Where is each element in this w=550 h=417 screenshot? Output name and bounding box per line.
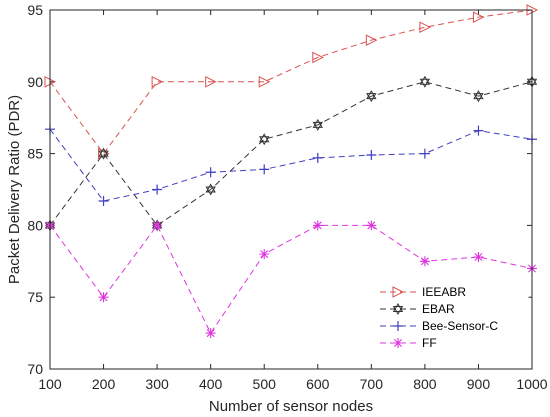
- y-tick-label: 95: [27, 2, 43, 18]
- data-point-ff: [473, 251, 484, 262]
- data-point-ebar: [312, 118, 323, 131]
- data-point-ff: [98, 292, 109, 303]
- data-point-ebar: [419, 75, 431, 88]
- series-line-ff: [49, 224, 533, 335]
- y-axis-label: Packet Delivery Ratio (PDR): [6, 95, 23, 284]
- series-bee-sensor-c: [45, 124, 537, 206]
- y-tick-label: 80: [27, 217, 43, 233]
- x-tick-label: 900: [467, 376, 491, 392]
- data-point-ff: [205, 328, 216, 339]
- legend: IEEABR EBAR Bee-Sensor-C FF: [375, 279, 529, 355]
- data-point-bee-sensor-c: [366, 150, 377, 161]
- data-point-ieeabr: [98, 147, 110, 160]
- y-tick-label: 85: [27, 146, 43, 162]
- series-ieeabr: [44, 4, 539, 160]
- data-point-ieeabr: [472, 11, 485, 23]
- y-tick-label: 70: [27, 361, 43, 377]
- x-axis-label: Number of sensor nodes: [209, 398, 373, 415]
- x-tick-label: 800: [413, 376, 437, 392]
- legend-label-bee-sensor-c: Bee-Sensor-C: [422, 319, 498, 333]
- data-point-bee-sensor-c: [205, 167, 216, 178]
- data-point-ebar: [259, 133, 270, 146]
- legend-item-ff: FF: [380, 336, 437, 350]
- data-point-ff: [366, 220, 377, 231]
- data-point-bee-sensor-c: [259, 164, 270, 175]
- data-point-bee-sensor-c: [419, 148, 430, 159]
- data-point-ebar: [98, 147, 109, 160]
- x-tick-label: 100: [38, 376, 62, 392]
- legend-marker-bee-sensor-c: [393, 321, 403, 331]
- x-tick-label: 300: [145, 376, 169, 392]
- axis-ticks: 100 200 300 400 500 600 700 800 900 1000 70 75 80 85 9…: [27, 2, 547, 392]
- data-point-ieeabr: [419, 21, 432, 34]
- data-point-ieeabr: [205, 75, 217, 88]
- x-tick-label: 600: [306, 376, 330, 392]
- data-point-ieeabr: [312, 51, 324, 64]
- legend-marker-ebar: [392, 302, 404, 316]
- series-line-ebar: [49, 81, 533, 227]
- data-point-ieeabr: [258, 75, 271, 88]
- data-point-ebar: [366, 90, 377, 103]
- data-point-ieeabr: [151, 75, 164, 88]
- y-tick-label: 75: [27, 289, 43, 305]
- data-point-ff: [259, 249, 270, 260]
- series-line-bee-sensor-c: [49, 128, 533, 202]
- x-tick-label: 1000: [516, 376, 547, 392]
- legend-label-ieeabr: IEEABR: [422, 285, 466, 299]
- data-point-bee-sensor-c: [98, 195, 109, 206]
- legend-item-ebar: EBAR: [380, 302, 455, 316]
- data-point-bee-sensor-c: [312, 152, 323, 163]
- data-point-ebar: [473, 90, 484, 103]
- x-tick-label: 400: [199, 376, 223, 392]
- series-ebar: [44, 75, 538, 232]
- data-point-bee-sensor-c: [473, 125, 484, 136]
- x-tick-label: 200: [92, 376, 116, 392]
- plot-area-frame: [49, 9, 533, 370]
- legend-marker-ieeabr: [392, 286, 405, 298]
- data-point-ieeabr: [365, 34, 378, 46]
- legend-label-ebar: EBAR: [422, 302, 455, 316]
- series-ff: [45, 220, 537, 339]
- legend-marker-ff: [393, 338, 403, 348]
- data-point-bee-sensor-c: [152, 184, 163, 195]
- data-point-ff: [312, 220, 323, 231]
- data-point-ebar: [205, 183, 216, 196]
- series-layer: [44, 4, 539, 339]
- y-tick-label: 90: [27, 74, 43, 90]
- x-tick-label: 500: [253, 376, 277, 392]
- data-point-ff: [152, 220, 163, 231]
- series-line-ieeabr: [49, 9, 533, 155]
- x-tick-label: 700: [360, 376, 384, 392]
- legend-label-ff: FF: [422, 336, 437, 350]
- data-point-ff: [419, 256, 430, 267]
- legend-item-bee-sensor-c: Bee-Sensor-C: [380, 319, 498, 333]
- legend-item-ieeabr: IEEABR: [380, 285, 466, 299]
